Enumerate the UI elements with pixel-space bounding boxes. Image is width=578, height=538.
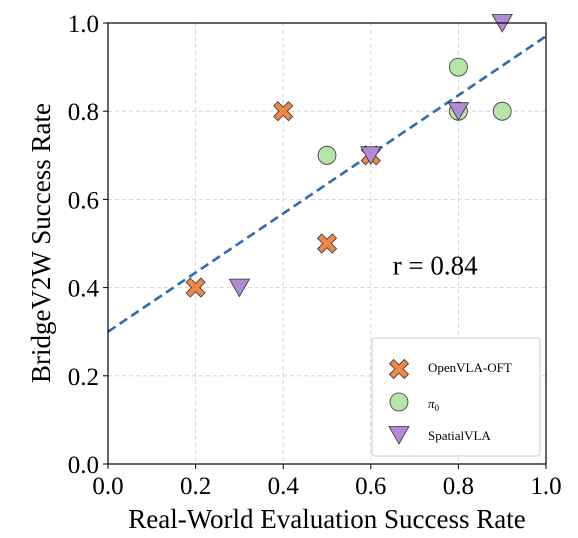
y-tick-label: 0.6	[68, 187, 99, 214]
point-triangle-down	[360, 146, 382, 166]
trend-line	[107, 35, 547, 333]
y-tick-label: 0.4	[68, 276, 100, 303]
legend-marker-shape	[388, 426, 410, 445]
point-triangle-down	[447, 102, 470, 122]
plot-frame	[107, 22, 547, 465]
y-tick-label: 0.8	[68, 99, 99, 126]
legend-label-pi0: π0	[428, 396, 440, 413]
trend-line-layer	[107, 35, 547, 333]
y-tick-label: 0.2	[68, 364, 99, 391]
x-tick-label: 0.6	[355, 473, 386, 500]
x-tick-label: 0.0	[92, 473, 123, 500]
legend-label-openvla-oft: OpenVLA-OFT	[428, 360, 512, 375]
point-x	[185, 277, 206, 298]
data-points	[185, 14, 513, 298]
y-tick-label: 1.0	[68, 11, 99, 38]
point-circle	[492, 101, 512, 121]
x-tick-label: 1.0	[530, 473, 561, 500]
x-tick-label: 0.4	[268, 473, 300, 500]
legend: OpenVLA-OFT π0 SpatialVLA	[371, 337, 541, 457]
x-axis-label: Real-World Evaluation Success Rate	[128, 504, 525, 534]
point-circle	[317, 145, 337, 165]
point-x	[316, 233, 338, 254]
legend-marker-shape	[388, 358, 410, 380]
axis-ticks: 0.0 0.2 0.4 0.6 0.8 1.0 0.0 0.2 0.4 0.6 0.8 1.0	[68, 11, 562, 500]
annotation-r-value: r = 0.84	[393, 251, 478, 281]
legend-marker-shape	[389, 392, 409, 412]
point-x	[273, 101, 294, 122]
legend-marker-openvla-oft	[388, 358, 410, 380]
x-tick-label: 0.8	[443, 473, 474, 500]
point-circle	[448, 57, 468, 77]
y-tick-label: 0.0	[68, 452, 99, 479]
legend-frame	[371, 337, 541, 457]
y-axis-label: BridgeV2W Success Rate	[26, 103, 56, 383]
legend-label-spatialvla: SpatialVLA	[428, 428, 491, 443]
legend-marker-spatialvla	[388, 426, 410, 445]
x-tick-label: 0.2	[180, 473, 211, 500]
point-triangle-down	[228, 278, 251, 298]
legend-marker-pi0	[389, 392, 409, 412]
